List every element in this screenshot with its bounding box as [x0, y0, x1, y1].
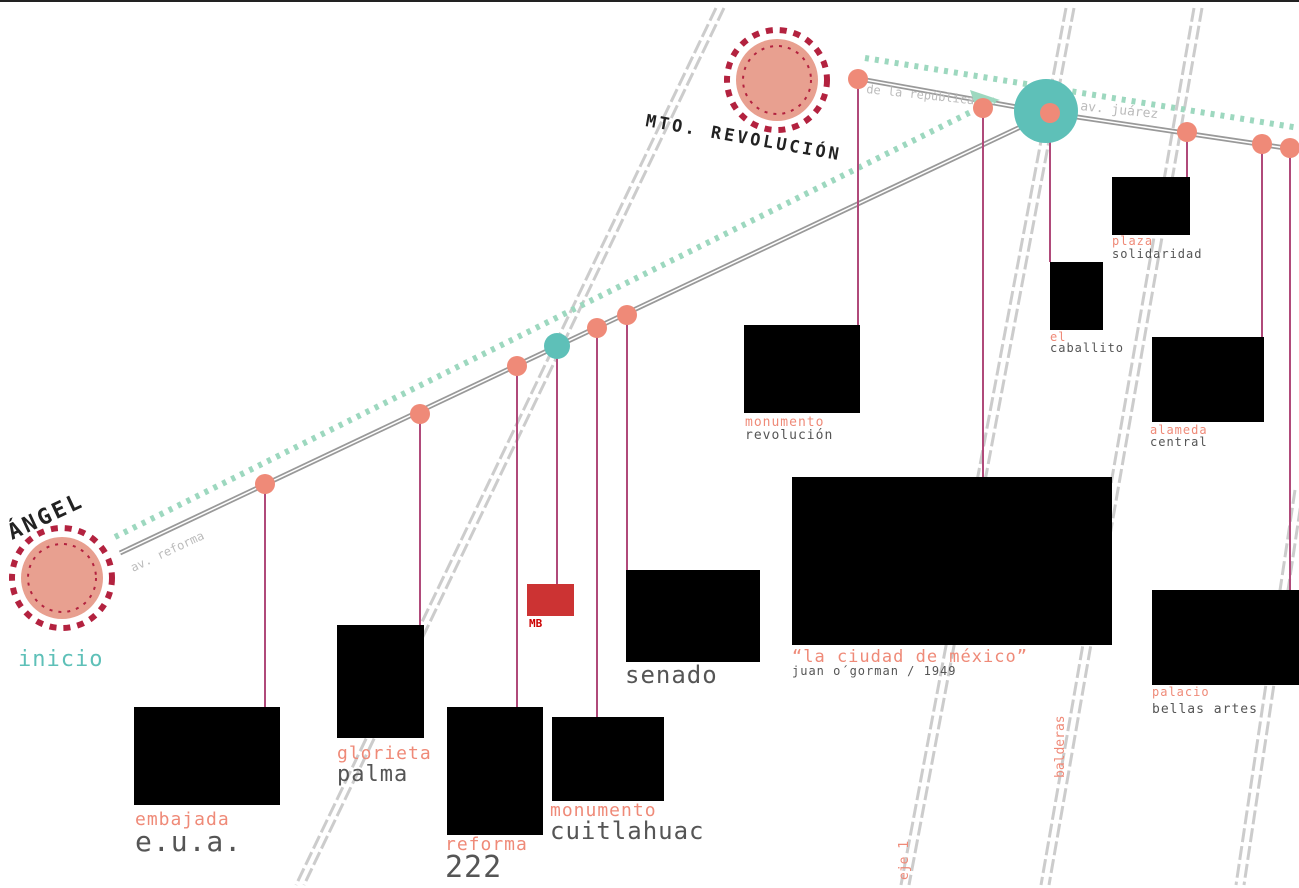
route-map: ÁNGELinicioMTO. REVOLUCIÓNav. reformade …: [0, 0, 1299, 888]
stop-name: palma: [337, 762, 408, 787]
stop: [973, 98, 993, 118]
stop-name: caballito: [1050, 341, 1124, 355]
photo-shade: [134, 766, 280, 805]
stop-name: solidaridad: [1112, 247, 1202, 261]
stop-name: e.u.a.: [135, 825, 242, 858]
photo-shade: [552, 767, 664, 801]
street-name: eje 1: [897, 841, 912, 880]
stop-name: revolución: [745, 428, 833, 443]
photo-shade: [1152, 647, 1299, 685]
photo-shade: [1112, 212, 1190, 235]
metro-photo: [527, 584, 574, 616]
stop: [848, 69, 868, 89]
stop-name: central: [1150, 435, 1208, 449]
stop-name: cuitlahuac: [550, 817, 705, 845]
photo-shade: [744, 378, 860, 413]
stop: [587, 318, 607, 338]
metro-icon: MB: [529, 617, 543, 630]
stop: [1177, 122, 1197, 142]
terminal: [21, 537, 103, 619]
metro-stop: [544, 333, 570, 359]
stop-label: glorieta: [337, 743, 432, 764]
stop: [617, 305, 637, 325]
stop-name: senado: [625, 661, 718, 689]
photo-shade: [1152, 388, 1264, 422]
start-label: inicio: [18, 647, 103, 672]
stop-label: plaza: [1112, 234, 1153, 248]
stop: [1040, 103, 1060, 123]
stop: [255, 474, 275, 494]
photo-shade: [792, 578, 1112, 645]
photo-shade: [447, 784, 543, 835]
stop-name: juan o´gorman / 1949: [792, 664, 957, 678]
stop-label: palacio: [1152, 685, 1210, 699]
stop: [410, 404, 430, 424]
stop-name: 222: [445, 850, 502, 885]
photo-shade: [337, 693, 424, 738]
photo-shade: [1050, 303, 1103, 330]
terminal: [736, 39, 818, 121]
stop: [507, 356, 527, 376]
street-name: balderas: [1053, 715, 1068, 778]
stop-name: bellas artes: [1152, 702, 1258, 717]
photo-shade: [626, 625, 760, 662]
stop: [1252, 134, 1272, 154]
